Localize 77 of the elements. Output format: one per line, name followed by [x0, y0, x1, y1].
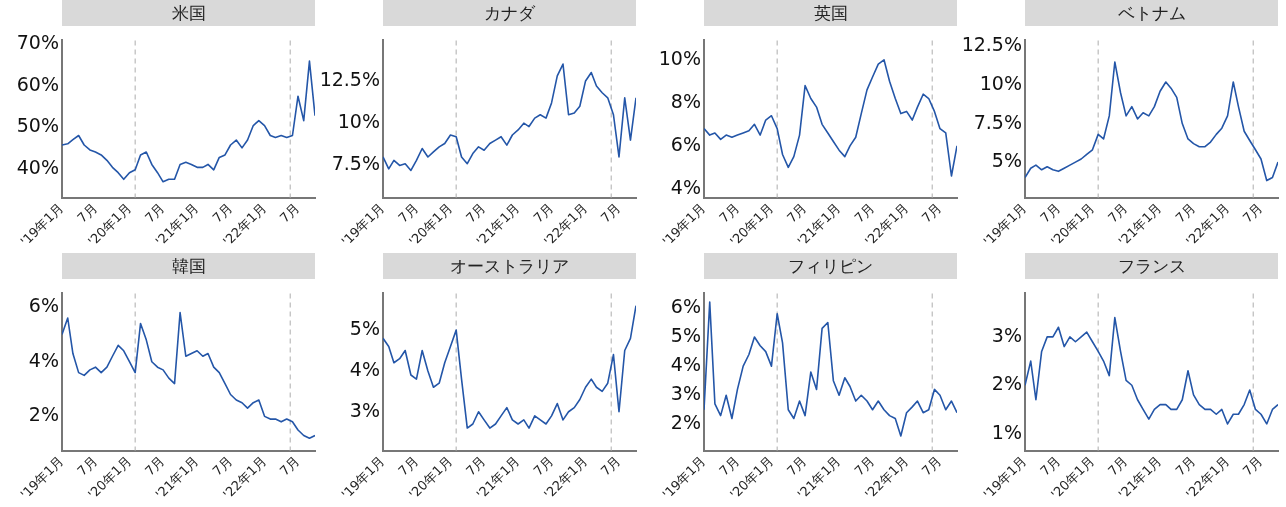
x-tick-label: 7月: [851, 199, 878, 226]
x-tick-label: 7月: [783, 452, 810, 479]
y-tick-label: 40%: [16, 155, 59, 178]
y-tick-label: 60%: [16, 72, 59, 95]
y-tick-label: 5%: [349, 317, 380, 340]
y-tick-label: 10%: [337, 110, 380, 133]
x-tick-label: '19年1月: [17, 199, 67, 249]
x-tick-label: 7月: [597, 199, 624, 226]
y-tick-label: 12.5%: [961, 33, 1022, 56]
x-tick-label: 7月: [395, 452, 421, 479]
x-tick-label: 7月: [74, 199, 100, 226]
x-tick-label: 7月: [141, 199, 168, 226]
y-tick-label: 3%: [991, 323, 1022, 346]
y-tick-label: 6%: [670, 132, 701, 155]
y-tick-label: 4%: [670, 353, 701, 376]
y-tick-label: 50%: [16, 114, 59, 137]
chart-title: 米国: [62, 0, 315, 26]
chart-title: フランス: [1025, 253, 1278, 279]
x-tick-label: 7月: [462, 452, 489, 479]
y-tick-label: 5%: [670, 323, 701, 346]
x-tick-label: 7月: [1037, 199, 1063, 226]
y-tick-label: 2%: [670, 411, 701, 434]
x-tick-label: 7月: [1172, 452, 1199, 479]
x-tick-label: 7月: [276, 199, 303, 226]
x-tick-label: 7月: [851, 452, 878, 479]
y-tick-label: 12.5%: [319, 67, 380, 90]
y-tick-label: 6%: [670, 294, 701, 317]
chart-title: フィリピン: [704, 253, 957, 279]
chart-title: カナダ: [383, 0, 636, 26]
y-tick-label: 6%: [28, 294, 59, 316]
chart-title: オーストラリア: [383, 253, 636, 279]
y-tick-label: 3%: [670, 382, 701, 405]
x-tick-label: '19年1月: [338, 452, 388, 502]
x-tick-label: 7月: [918, 199, 945, 226]
x-tick-label: 7月: [1239, 199, 1266, 226]
x-tick-label: 7月: [1104, 452, 1131, 479]
y-tick-label: 4%: [28, 348, 59, 371]
y-tick-label: 2%: [28, 403, 59, 426]
y-tick-label: 1%: [991, 420, 1022, 443]
x-tick-label: 7月: [74, 452, 100, 479]
x-tick-label: 7月: [530, 452, 557, 479]
y-tick-label: 8%: [670, 89, 701, 112]
x-tick-label: 7月: [395, 199, 421, 226]
x-tick-label: 7月: [209, 452, 236, 479]
x-tick-label: '19年1月: [17, 452, 67, 502]
x-tick-label: 7月: [1104, 199, 1131, 226]
y-tick-label: 5%: [991, 149, 1022, 172]
x-tick-label: 7月: [783, 199, 810, 226]
chart-title: ベトナム: [1025, 0, 1278, 26]
x-tick-label: 7月: [918, 452, 945, 479]
y-tick-label: 4%: [349, 357, 380, 380]
y-tick-label: 10%: [658, 46, 701, 69]
x-tick-label: 7月: [1239, 452, 1266, 479]
x-tick-label: 7月: [141, 452, 168, 479]
x-tick-label: '19年1月: [980, 452, 1030, 502]
x-tick-label: '19年1月: [659, 452, 709, 502]
y-tick-label: 7.5%: [331, 152, 380, 175]
y-tick-label: 2%: [991, 372, 1022, 395]
y-tick-label: 7.5%: [973, 110, 1022, 133]
y-tick-label: 3%: [349, 398, 380, 421]
x-tick-label: 7月: [462, 199, 489, 226]
x-tick-label: '19年1月: [980, 199, 1030, 249]
x-tick-label: 7月: [716, 452, 742, 479]
x-tick-label: '19年1月: [659, 199, 709, 249]
x-tick-label: 7月: [597, 452, 624, 479]
chart-title: 英国: [704, 0, 957, 26]
x-tick-label: '19年1月: [338, 199, 388, 249]
x-tick-label: 7月: [1172, 199, 1199, 226]
y-tick-label: 4%: [670, 175, 701, 198]
x-tick-label: 7月: [209, 199, 236, 226]
x-tick-label: 7月: [1037, 452, 1063, 479]
x-tick-label: 7月: [530, 199, 557, 226]
x-tick-label: 7月: [276, 452, 303, 479]
y-tick-label: 10%: [979, 72, 1022, 95]
y-tick-label: 70%: [16, 31, 59, 54]
chart-title: 韓国: [62, 253, 315, 279]
x-tick-label: 7月: [716, 199, 742, 226]
